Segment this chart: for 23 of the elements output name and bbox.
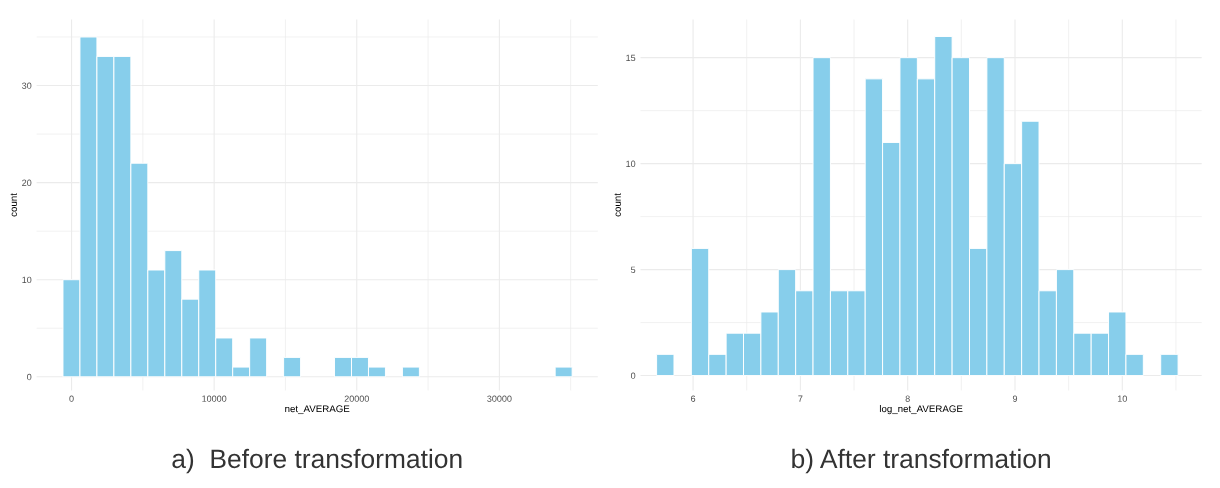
y-tick-label: 0 bbox=[630, 372, 636, 379]
y-tick-label: 20 bbox=[22, 179, 32, 186]
y-tick-label: 10 bbox=[22, 276, 32, 284]
x-tick-label: 8 bbox=[905, 395, 910, 402]
x-axis-title: net_AVERAGE bbox=[285, 405, 350, 415]
y-axis-title: count bbox=[10, 193, 17, 217]
x-tick-label: 10000 bbox=[202, 395, 227, 402]
y-tick-label: 10 bbox=[626, 160, 636, 167]
x-axis-title: log_net_AVERAGE bbox=[879, 405, 963, 415]
y-tick-label: 15 bbox=[626, 54, 636, 62]
x-tick-label: 10 bbox=[1117, 395, 1127, 402]
x-tick-label: 9 bbox=[1012, 395, 1018, 402]
x-tick-label: 20000 bbox=[344, 395, 369, 402]
y-tick-label: 0 bbox=[27, 373, 32, 381]
y-tick-label: 5 bbox=[630, 266, 636, 273]
x-tick-label: 30000 bbox=[487, 395, 512, 402]
text: a) Before transformation bbox=[172, 448, 462, 474]
x-tick-label: 6 bbox=[691, 395, 696, 402]
x-tick-label: 0 bbox=[69, 395, 74, 402]
text: b) After transformation bbox=[792, 448, 1050, 474]
y-axis-title: count bbox=[614, 193, 621, 217]
y-tick-label: 30 bbox=[22, 82, 32, 89]
x-tick-label: 7 bbox=[798, 395, 803, 402]
